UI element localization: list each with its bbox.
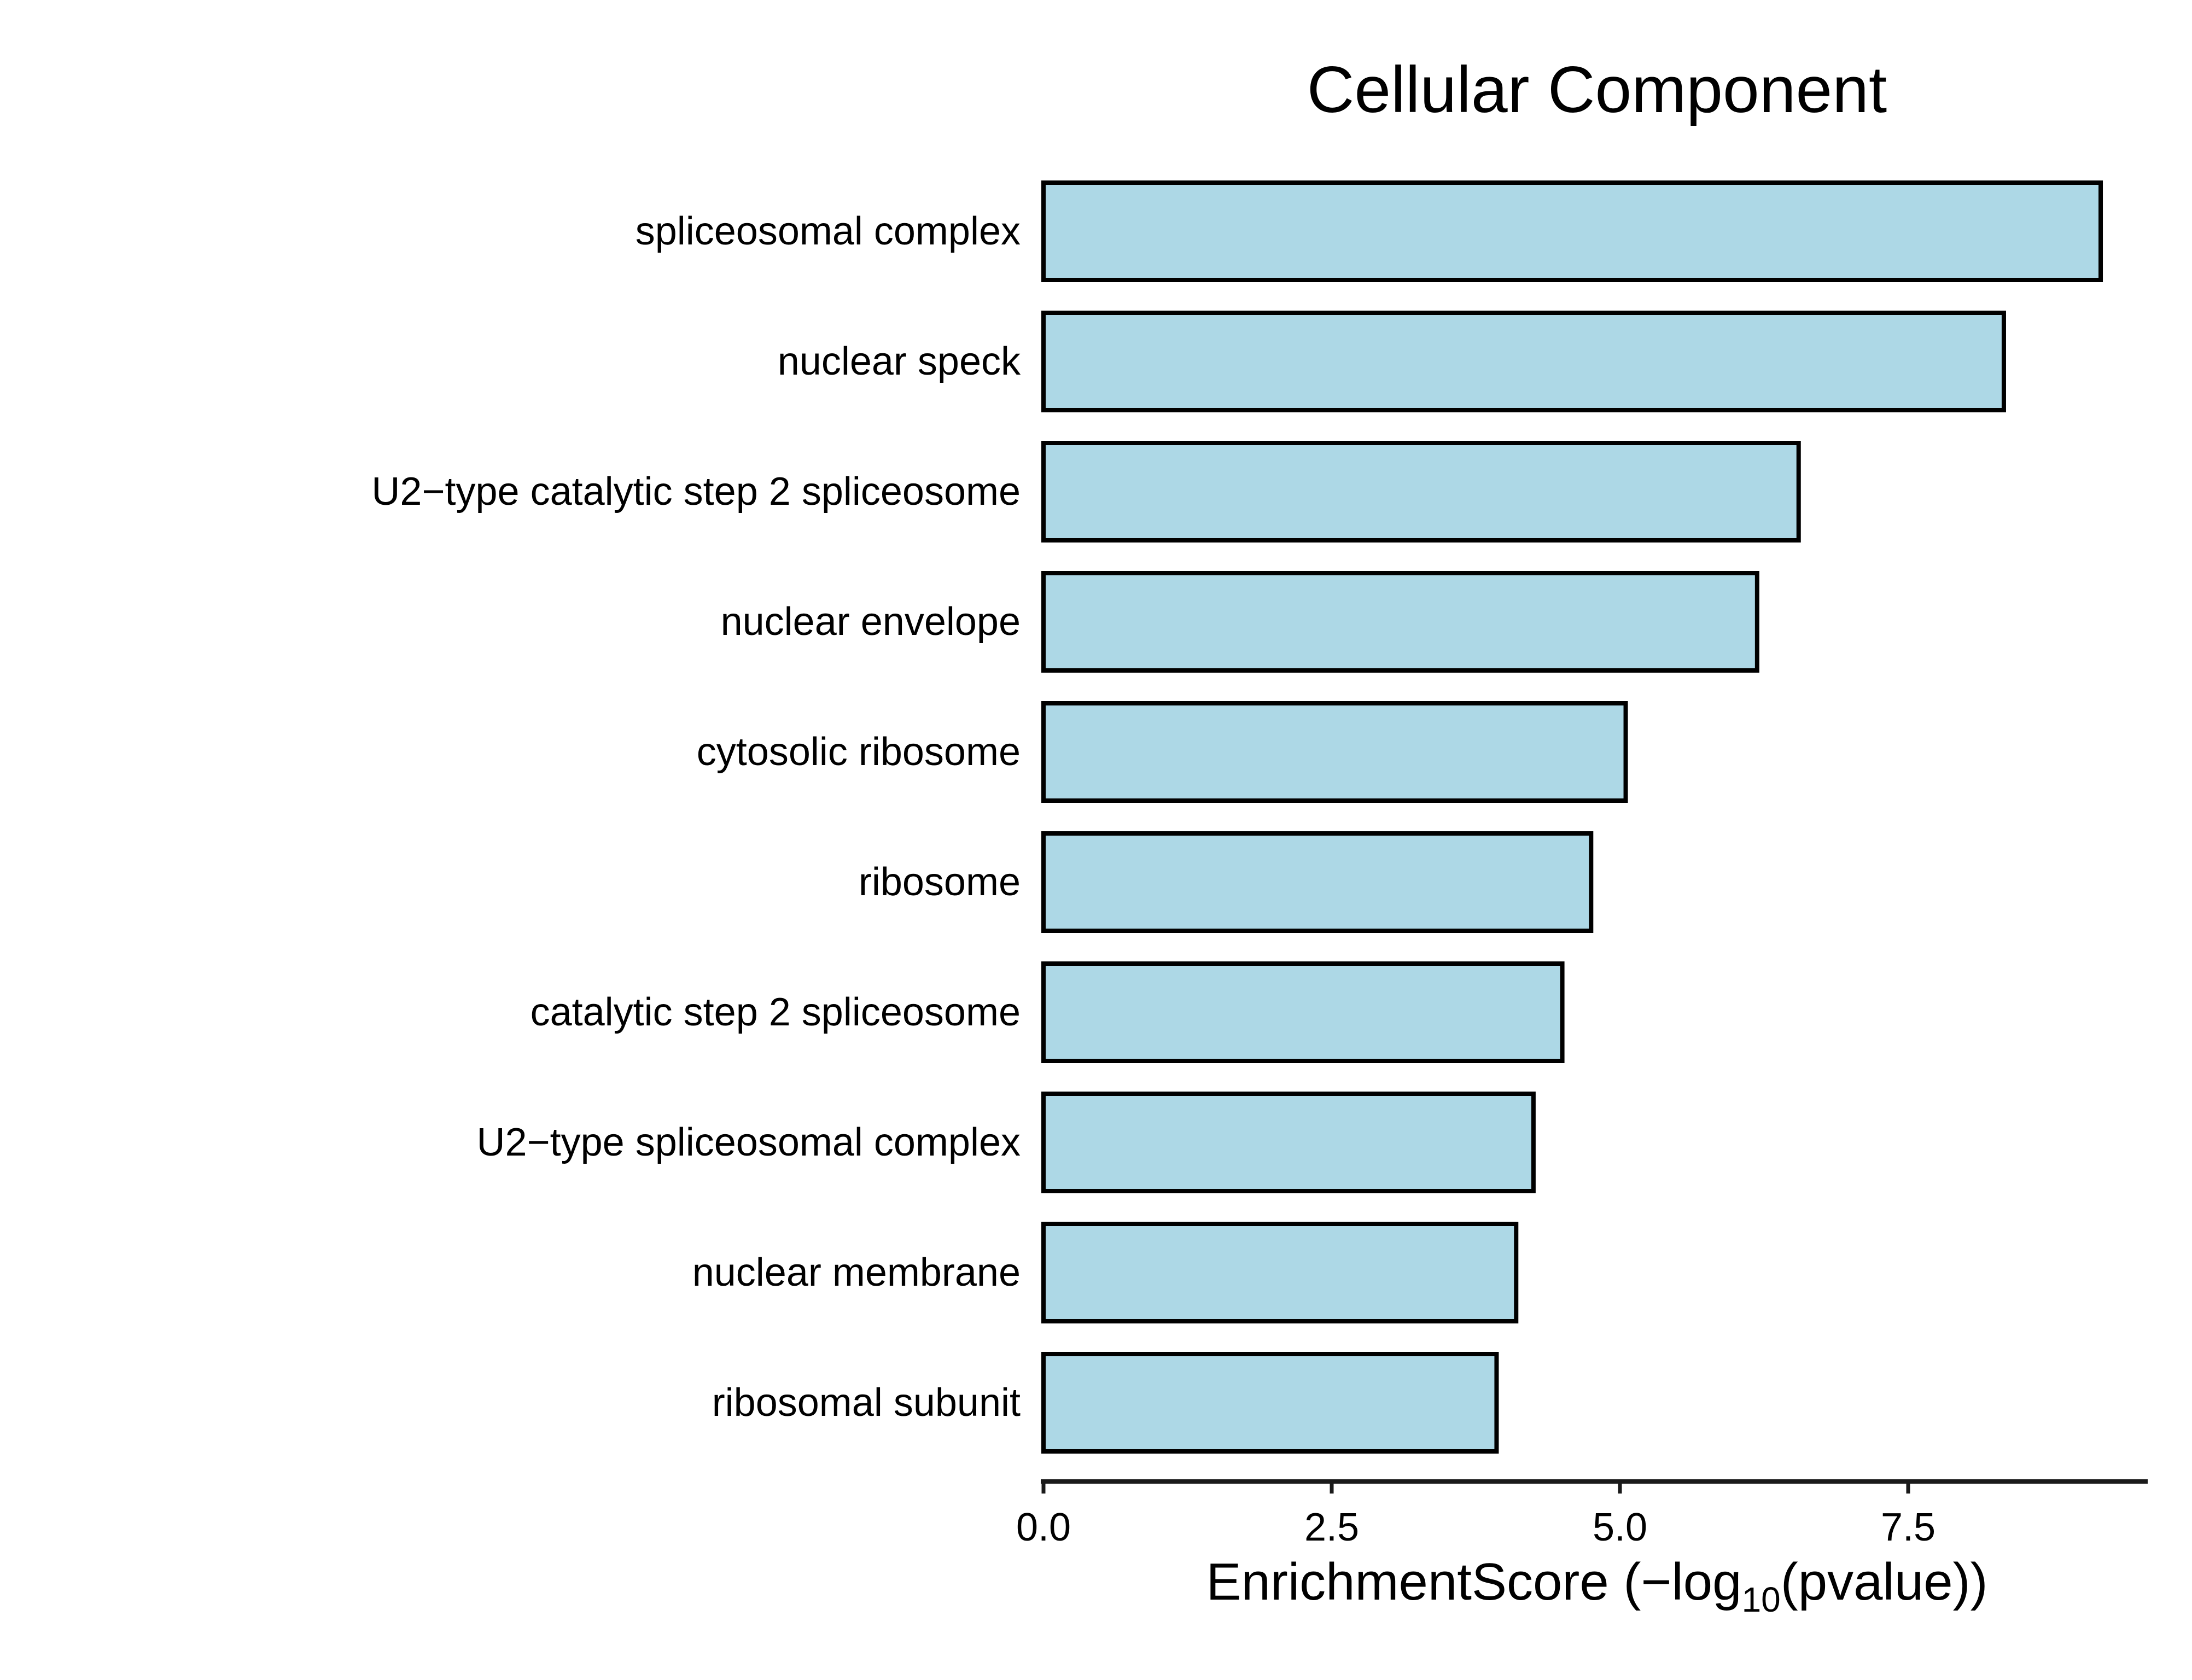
x-tick-label: 2.5: [1304, 1506, 1359, 1549]
bars-group: [1041, 180, 2103, 1454]
bar: [1041, 441, 1801, 542]
x-tick-label: 7.5: [1881, 1506, 1936, 1549]
x-axis-title: EnrichmentScore (−log10(pvalue)): [1206, 1553, 1987, 1619]
category-label: nuclear membrane: [692, 1251, 1021, 1294]
bar: [1041, 180, 2103, 282]
x-tick-label: 5.0: [1593, 1506, 1647, 1549]
bar: [1041, 701, 1628, 803]
category-label: cytosolic ribosome: [697, 730, 1021, 774]
category-label: catalytic step 2 spliceosome: [530, 990, 1021, 1034]
x-axis-ticks: [1041, 1481, 1910, 1494]
category-label: nuclear envelope: [721, 600, 1021, 644]
x-axis-tick-labels: 0.0 2.5 5.0 7.5: [1016, 1506, 1936, 1549]
bar: [1041, 311, 2006, 412]
bar: [1041, 1352, 1499, 1454]
bar: [1041, 571, 1759, 673]
category-label: U2−type spliceosomal complex: [477, 1121, 1021, 1164]
chart-title: Cellular Component: [1307, 53, 1887, 126]
x-axis-title-suffix: (pvalue)): [1781, 1553, 1988, 1611]
bar: [1041, 961, 1565, 1063]
category-label: ribosome: [859, 860, 1021, 904]
x-tick-label: 0.0: [1016, 1506, 1071, 1549]
category-label: U2−type catalytic step 2 spliceosome: [371, 470, 1021, 514]
bar: [1041, 1092, 1536, 1193]
x-axis-title-subscript: 10: [1742, 1580, 1781, 1619]
bar: [1041, 831, 1594, 933]
category-label: nuclear speck: [778, 340, 1021, 383]
category-label: ribosomal subunit: [712, 1381, 1021, 1425]
x-axis-title-prefix: EnrichmentScore (−log: [1206, 1553, 1741, 1611]
category-label: spliceosomal complex: [636, 209, 1021, 253]
y-axis-category-labels: spliceosomal complex nuclear speck U2−type…: [371, 209, 1021, 1425]
bar: [1041, 1222, 1519, 1323]
